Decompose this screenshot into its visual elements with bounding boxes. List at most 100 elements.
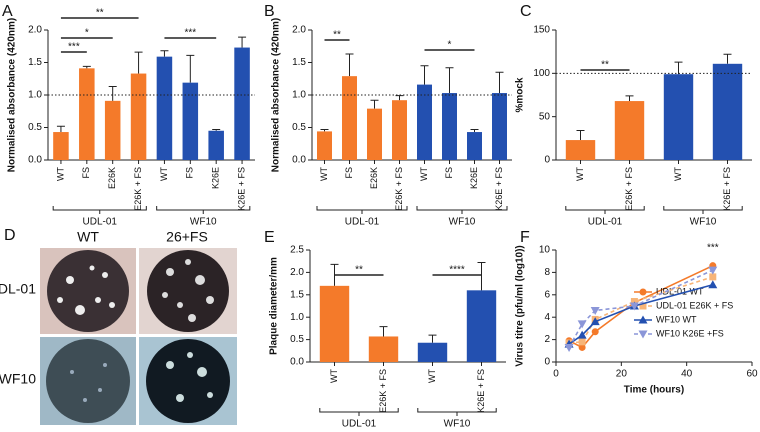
bar — [79, 68, 95, 160]
series-line — [568, 276, 714, 344]
row-label: UDL-01 — [0, 281, 36, 297]
x-tick-label: E26K + FS — [624, 167, 634, 211]
y-tick-label: 1.0 — [290, 312, 304, 323]
y-axis-label: Normalised absorbance (420nm) — [7, 18, 18, 173]
x-tick-label: 60 — [746, 369, 758, 380]
y-tick-label: 0.0 — [292, 155, 306, 166]
bar — [317, 131, 332, 160]
y-tick-label: 2 — [544, 334, 550, 345]
group-label: UDL-01 — [588, 217, 623, 228]
group-bracket — [156, 206, 251, 214]
bar — [466, 290, 497, 362]
column-label: WT — [77, 229, 99, 245]
bar — [367, 108, 382, 160]
y-tick-label: 1.5 — [292, 57, 306, 68]
plaques — [57, 265, 115, 315]
bar — [712, 63, 743, 160]
y-tick-label: 0.5 — [28, 122, 42, 133]
error-bar — [477, 262, 486, 291]
error-bar — [370, 99, 379, 109]
legend-label: WF10 WT — [656, 314, 697, 324]
significance-label: *** — [707, 243, 719, 254]
x-tick-label: K26E — [211, 167, 221, 189]
x-tick-label: K26E + FS — [494, 167, 504, 211]
x-tick-label: WT — [55, 167, 65, 181]
plate — [47, 250, 129, 332]
error-bar — [379, 326, 388, 337]
marker — [639, 288, 647, 296]
bar — [565, 140, 596, 160]
significance-label: *** — [184, 28, 196, 39]
error-bar — [345, 53, 354, 77]
y-axis-label: Plaque diameter/mm — [269, 257, 280, 355]
error-bar — [445, 67, 454, 94]
error-bar — [395, 95, 404, 101]
plaques — [166, 352, 213, 402]
significance-label: ** — [333, 30, 341, 41]
error-bar — [495, 71, 504, 94]
panel-letter: F — [520, 229, 530, 246]
x-tick-label: E26K — [107, 167, 117, 189]
error-bar — [576, 130, 585, 141]
marker — [709, 273, 717, 281]
x-tick-label: WT — [575, 167, 585, 181]
x-tick-label: K26E — [469, 167, 479, 189]
bar — [467, 132, 482, 160]
x-tick-label: 20 — [616, 369, 628, 380]
error-bar — [108, 86, 117, 101]
bar — [663, 74, 694, 160]
plate — [146, 339, 230, 423]
x-tick-label: FS — [344, 167, 354, 179]
x-axis-label: Time (hours) — [624, 385, 684, 396]
group-bracket — [52, 206, 147, 214]
x-tick-label: K26E + FS — [236, 167, 246, 211]
group-label: WF10 — [690, 217, 717, 228]
x-tick-label: WT — [159, 167, 169, 181]
group-label: WF10 — [444, 419, 471, 430]
y-tick-label: 1.0 — [292, 90, 306, 101]
bar — [156, 56, 173, 160]
y-axis-label: %mock — [515, 77, 526, 112]
group-bracket — [417, 408, 497, 416]
marker — [590, 306, 600, 315]
marker — [590, 317, 600, 326]
legend-label: UDL-01 E26K + FS — [656, 300, 733, 310]
bar — [492, 93, 507, 160]
bar — [53, 132, 69, 160]
y-tick-label: 0.0 — [28, 155, 42, 166]
error-bar — [134, 51, 143, 74]
error-bar — [56, 125, 65, 133]
error-bar — [186, 54, 195, 83]
marker — [591, 328, 599, 336]
marker — [638, 315, 648, 324]
marker — [708, 266, 718, 275]
bar — [442, 93, 457, 160]
y-tick-label: 2.0 — [28, 25, 42, 36]
bar — [319, 285, 350, 362]
error-bar — [238, 36, 247, 48]
panel-letter: A — [2, 3, 13, 20]
x-tick-label: FS — [81, 167, 91, 179]
error-bar — [674, 61, 683, 75]
x-tick-label: WT — [419, 167, 429, 181]
error-bar — [428, 334, 437, 343]
row-label: WF10 — [0, 371, 36, 387]
error-bar — [160, 50, 169, 57]
group-bracket — [416, 206, 508, 214]
significance-label: ** — [355, 265, 363, 276]
bar — [342, 76, 357, 160]
marker — [638, 330, 648, 339]
error-bar — [420, 65, 429, 85]
bar — [417, 342, 448, 362]
y-tick-label: 6 — [544, 289, 550, 300]
y-tick-label: 50 — [539, 111, 551, 122]
bar — [368, 336, 399, 362]
panel-letter: B — [264, 3, 275, 20]
y-tick-label: 150 — [533, 25, 550, 36]
error-bar — [320, 128, 329, 132]
y-tick-label: 0 — [544, 155, 550, 166]
error-bar — [470, 128, 479, 133]
x-tick-label: 0 — [553, 369, 559, 380]
y-tick-label: 10 — [539, 245, 551, 256]
